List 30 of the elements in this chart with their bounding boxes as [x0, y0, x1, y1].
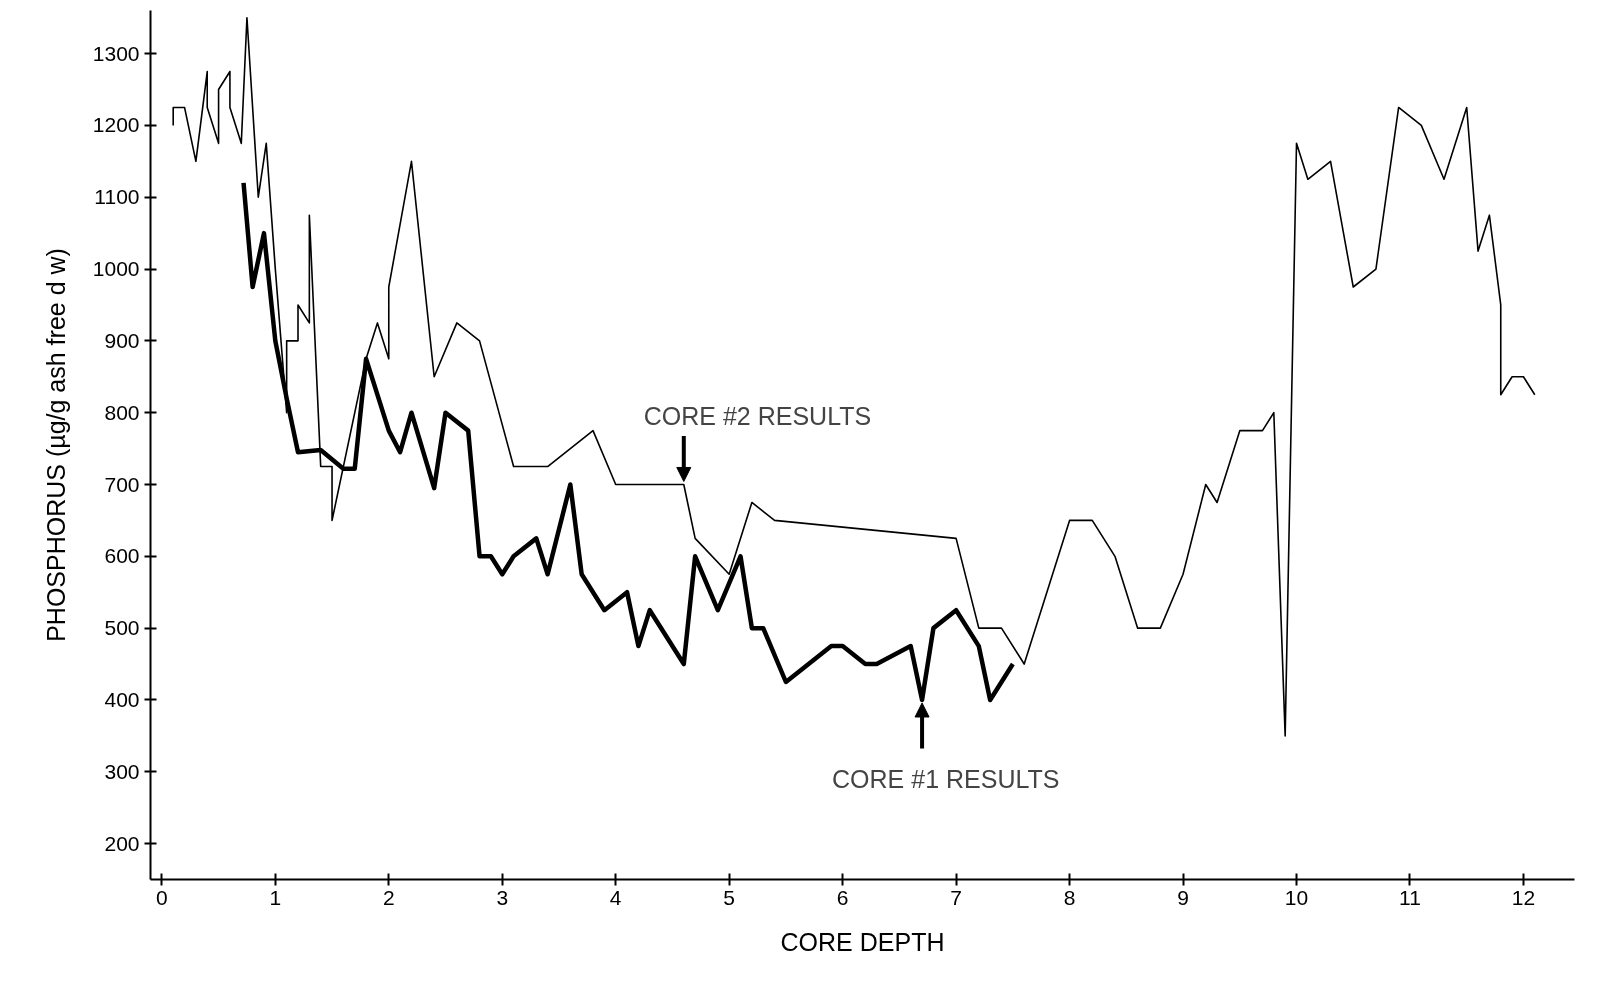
y-tick-label: 200	[104, 831, 140, 855]
x-tick-label: 5	[723, 885, 736, 909]
x-tick-label: 8	[1063, 885, 1076, 909]
x-tick-label: 11	[1399, 885, 1421, 909]
x-tick-label: 3	[496, 885, 509, 909]
x-tick-label: 1	[269, 885, 282, 909]
y-tick-label: 1300	[92, 41, 140, 65]
annotation: CORE #1 RESULTS	[832, 764, 1060, 793]
y-axis-title: PHOSPHORUS (µg/g ash free d w)	[41, 248, 70, 642]
x-tick-label: 10	[1284, 885, 1309, 909]
y-tick-label: 1100	[94, 185, 140, 209]
y-tick-label: 700	[104, 472, 140, 496]
x-tick-label: 4	[609, 885, 622, 909]
y-tick-label: 500	[104, 616, 140, 640]
y-tick-label: 1000	[92, 257, 140, 281]
y-tick-label: 800	[104, 400, 140, 424]
x-tick-label: 9	[1177, 885, 1189, 909]
x-axis-title: CORE DEPTH	[780, 927, 945, 956]
y-tick-label: 300	[104, 759, 140, 783]
x-tick-label: 0	[156, 885, 168, 909]
line-series	[172, 16, 1536, 737]
x-tick-label: 6	[836, 885, 849, 909]
x-tick-label: 7	[950, 885, 962, 909]
y-tick-label: 1200	[92, 113, 140, 137]
y-tick-label: 600	[104, 544, 140, 568]
x-tick-label: 2	[382, 885, 395, 909]
x-tick-label: 12	[1511, 885, 1536, 909]
y-tick-label: 900	[104, 328, 140, 352]
annotation: CORE #2 RESULTS	[643, 401, 872, 430]
y-tick-label: 400	[104, 687, 140, 711]
